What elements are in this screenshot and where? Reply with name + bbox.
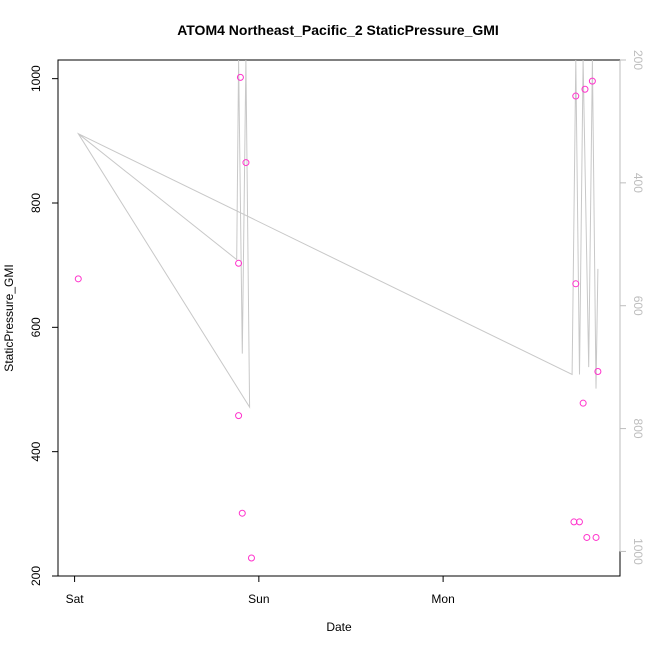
y-axis-left: 200 400 600 800 1000 (29, 65, 59, 586)
x-tick-label: Sat (66, 592, 85, 606)
series-line-0 (76, 60, 599, 409)
y-axis-right: 200 400 600 800 1000 (619, 50, 645, 565)
x-axis: Sat Sun Mon (66, 575, 455, 606)
plot-frame (57, 59, 621, 577)
data-point (588, 77, 596, 85)
data-point (579, 399, 587, 407)
x-tick-label: Mon (431, 592, 454, 606)
data-point (74, 275, 82, 283)
data-point (581, 85, 589, 93)
y-tick-label: 800 (29, 193, 43, 213)
data-point (575, 518, 583, 526)
y-axis-label: StaticPressure_GMI (2, 264, 16, 371)
y-tick-label: 400 (29, 441, 43, 461)
data-point (242, 159, 250, 167)
x-tick-label: Sun (248, 592, 269, 606)
point-series (74, 73, 602, 562)
data-point (594, 367, 602, 375)
line-series (76, 60, 599, 409)
data-point (236, 73, 244, 81)
x-axis-label: Date (326, 620, 352, 634)
y-tick-label: 1000 (29, 65, 43, 92)
data-point (572, 280, 580, 288)
data-point (572, 92, 580, 100)
data-point (235, 259, 243, 267)
data-point (592, 533, 600, 541)
y-right-tick-label: 1000 (631, 538, 645, 565)
data-point (238, 509, 246, 517)
y-right-tick-label: 800 (631, 419, 645, 439)
y-right-tick-label: 200 (631, 50, 645, 70)
data-point (583, 533, 591, 541)
y-tick-label: 200 (29, 566, 43, 586)
y-right-tick-label: 400 (631, 173, 645, 193)
chart-title: ATOM4 Northeast_Pacific_2 StaticPressure… (177, 22, 499, 38)
y-tick-label: 600 (29, 317, 43, 337)
data-point (235, 412, 243, 420)
data-point (247, 554, 255, 562)
y-right-tick-label: 600 (631, 296, 645, 316)
